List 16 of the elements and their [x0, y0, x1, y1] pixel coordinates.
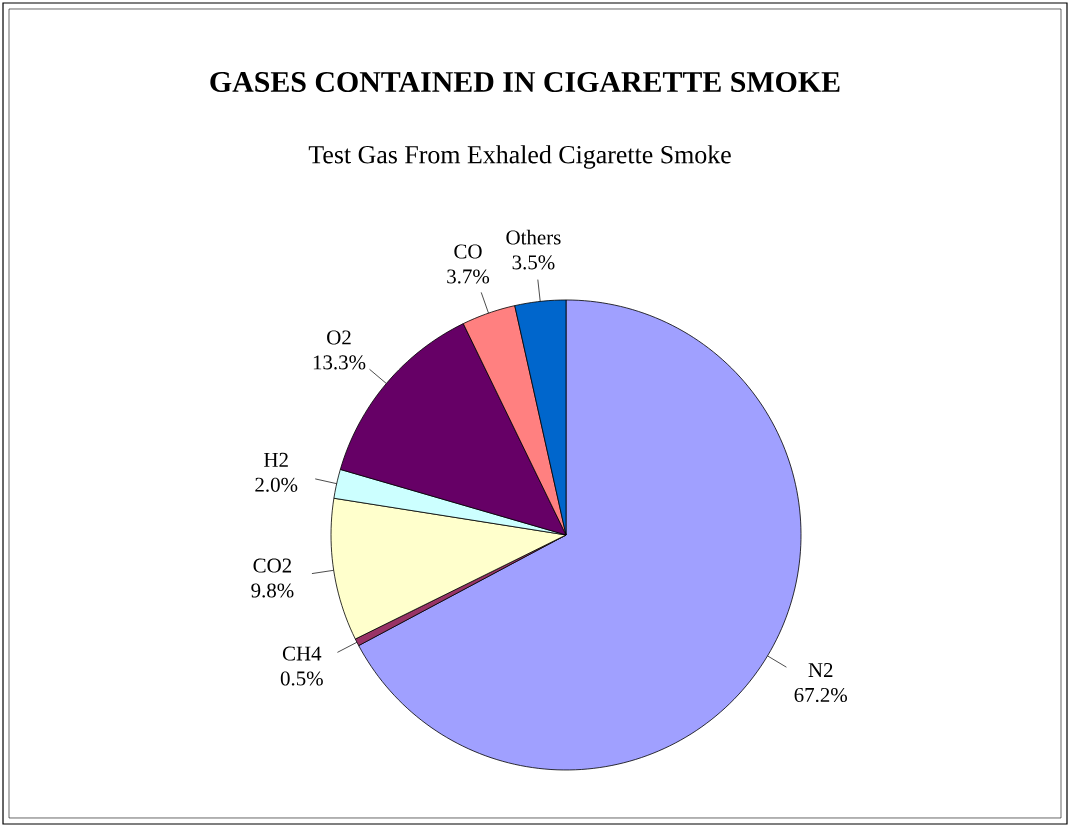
- slice-label: Others: [506, 229, 561, 245]
- slice-label: O2: [327, 330, 351, 345]
- data-label: 13.3%: [313, 355, 366, 370]
- data-label: 3.5%: [512, 255, 555, 270]
- slice-label: CH4: [282, 646, 322, 661]
- chart-subtitle: Test Gas From Exhaled Cigarette Smoke: [308, 145, 731, 169]
- slice-label: CO2: [253, 558, 292, 573]
- data-label: 3.7%: [447, 269, 490, 284]
- data-label: 0.5%: [280, 671, 323, 686]
- chart-title: GASES CONTAINED IN CIGARETTE SMOKE: [210, 71, 840, 93]
- data-label: 2.0%: [255, 477, 298, 492]
- data-label: 67.2%: [794, 687, 848, 703]
- slice-label: N2: [808, 663, 833, 677]
- data-label: 9.8%: [251, 583, 294, 598]
- slice-label: CO: [454, 244, 482, 259]
- slice-label: H2: [264, 452, 288, 467]
